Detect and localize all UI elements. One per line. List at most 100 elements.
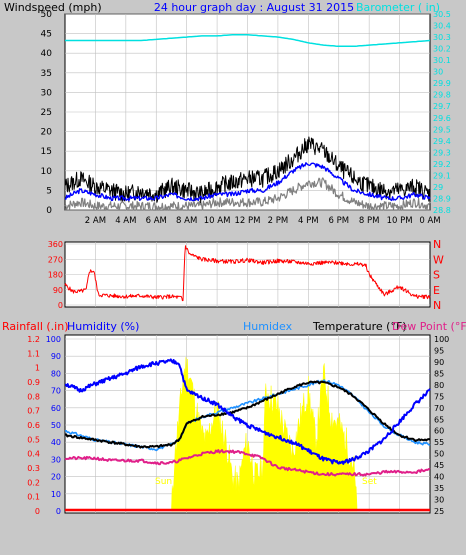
wind-tick-label: 10 — [41, 167, 53, 177]
wind-tick-label: 0 — [46, 206, 52, 216]
wind-direction-line — [64, 245, 431, 302]
barometer-tick-label: 29.2 — [433, 160, 451, 169]
temperature-tick-label: 25 — [434, 507, 444, 516]
temperature-tick-label: 30 — [434, 496, 444, 505]
sunset-label: Set — [362, 477, 377, 487]
sunrise-label: Sun — [155, 477, 172, 487]
compass-label: N — [433, 238, 441, 251]
temperature-line — [64, 380, 431, 449]
wind-tick-label: 30 — [41, 88, 53, 98]
time-axis-label: 10 PM — [387, 216, 413, 226]
temperature-tick-label: 90 — [434, 358, 444, 367]
direction-tick-label: 0 — [58, 301, 63, 310]
windspeed-line — [64, 136, 431, 204]
time-axis-label: 8 PM — [359, 216, 380, 226]
temperature-tick-label: 50 — [434, 450, 444, 459]
barometer-tick-label: 29.4 — [433, 137, 451, 146]
graph-title: 24 hour graph day : August 31 2015 — [154, 1, 354, 14]
compass-label: N — [433, 299, 441, 312]
barometer-label: Barometer ( in) — [356, 1, 440, 14]
rainfall-tick-label: 0.4 — [27, 450, 40, 459]
wind-tick-label: 15 — [41, 147, 52, 157]
humidity-tick-label: 80 — [51, 369, 61, 378]
temperature-tick-label: 65 — [434, 415, 444, 424]
humidity-tick-label: 20 — [51, 473, 61, 482]
time-axis-label: 2 AM — [85, 216, 106, 226]
average-wind-line — [64, 162, 431, 202]
temperature-tick-label: 75 — [434, 392, 444, 401]
wind-tick-label: 35 — [41, 69, 52, 79]
direction-tick-label: 90 — [53, 286, 63, 295]
temperature-tick-label: 80 — [434, 381, 444, 390]
wind-tick-label: 45 — [41, 30, 52, 40]
temperature-tick-label: 55 — [434, 438, 444, 447]
direction-tick-label: 180 — [48, 271, 63, 280]
rainfall-tick-label: 0.7 — [27, 407, 40, 416]
wind-tick-label: 20 — [41, 128, 53, 138]
rainfall-label: Rainfall (.in) — [2, 320, 69, 333]
rainfall-tick-label: 0.3 — [27, 464, 40, 473]
time-axis-label: 8 AM — [176, 216, 197, 226]
humidity-temperature-panel: 0 0.1 0.2 0.3 0.4 0.5 0.6 0.7 0.8 0.9 1 1.1 1.2 0 10 2… — [27, 334, 449, 516]
humidex-label: Humidex — [243, 320, 293, 333]
rainfall-tick-label: 0.8 — [27, 392, 40, 401]
humidity-tick-label: 50 — [51, 421, 61, 430]
barometer-tick-label: 30.5 — [433, 10, 451, 19]
barometer-tick-label: 29.5 — [433, 125, 451, 134]
temperature-tick-label: 35 — [434, 484, 444, 493]
direction-tick-label: 270 — [48, 255, 63, 264]
temperature-label: Temperature (°F) — [312, 320, 407, 333]
time-axis-label: 4 PM — [298, 216, 319, 226]
humidity-tick-label: 60 — [51, 404, 61, 413]
barometer-tick-label: 30.1 — [433, 56, 451, 65]
wind-tick-label: 50 — [41, 10, 53, 20]
barometer-line — [65, 34, 431, 48]
wind-barometer-panel: 0 5 10 15 20 25 30 35 40 45 50 28.8 28.9 29 29.1 29.2 2… — [41, 10, 451, 226]
humidity-tick-label: 0 — [56, 507, 61, 516]
temperature-tick-label: 70 — [434, 404, 444, 413]
compass-label: S — [433, 269, 440, 282]
temperature-tick-label: 40 — [434, 473, 444, 482]
humidity-tick-label: 100 — [46, 335, 61, 344]
wind-tick-label: 25 — [41, 108, 52, 118]
wind-tick-label: 5 — [46, 186, 52, 196]
temperature-tick-label: 100 — [434, 335, 449, 344]
barometer-tick-label: 29.7 — [433, 102, 451, 111]
humidity-line — [64, 358, 431, 465]
humidity-tick-label: 40 — [51, 438, 61, 447]
temperature-tick-label: 85 — [434, 369, 444, 378]
compass-label: E — [433, 284, 440, 297]
rainfall-tick-label: 0.5 — [27, 435, 40, 444]
rainfall-tick-label: 1.2 — [27, 335, 40, 344]
windspeed-label: Windspeed (mph) — [4, 1, 102, 14]
barometer-tick-label: 29.8 — [433, 91, 451, 100]
rainfall-tick-label: 1 — [35, 364, 40, 373]
barometer-tick-label: 28.8 — [433, 206, 451, 215]
rainfall-tick-label: 0.1 — [27, 493, 40, 502]
time-axis-label: 10 AM — [204, 216, 231, 226]
barometer-tick-label: 30 — [433, 68, 443, 77]
gust-line — [64, 177, 431, 211]
time-axis-label: 0 AM — [419, 216, 440, 226]
time-axis-label: 2 PM — [268, 216, 289, 226]
barometer-tick-label: 29.1 — [433, 171, 451, 180]
rainfall-tick-label: 0.9 — [27, 378, 40, 387]
barometer-tick-label: 29.6 — [433, 114, 451, 123]
barometer-tick-label: 29.3 — [433, 148, 451, 157]
wind-tick-label: 40 — [41, 49, 53, 59]
rainfall-tick-label: 1.1 — [27, 349, 40, 358]
barometer-tick-label: 30.3 — [433, 33, 451, 42]
barometer-tick-label: 30.4 — [433, 22, 451, 31]
barometer-tick-label: 28.9 — [433, 194, 451, 203]
dewpoint-label: Dew Point (°F) — [392, 320, 466, 333]
dewpoint-line — [64, 449, 431, 477]
barometer-tick-label: 29.9 — [433, 79, 451, 88]
humidity-tick-label: 10 — [51, 490, 61, 499]
humidity-tick-label: 70 — [51, 387, 61, 396]
humidity-label: Humidity (%) — [67, 320, 139, 333]
rainfall-tick-label: 0.6 — [27, 421, 40, 430]
time-axis-label: 4 AM — [115, 216, 136, 226]
time-axis-label: 6 PM — [328, 216, 349, 226]
